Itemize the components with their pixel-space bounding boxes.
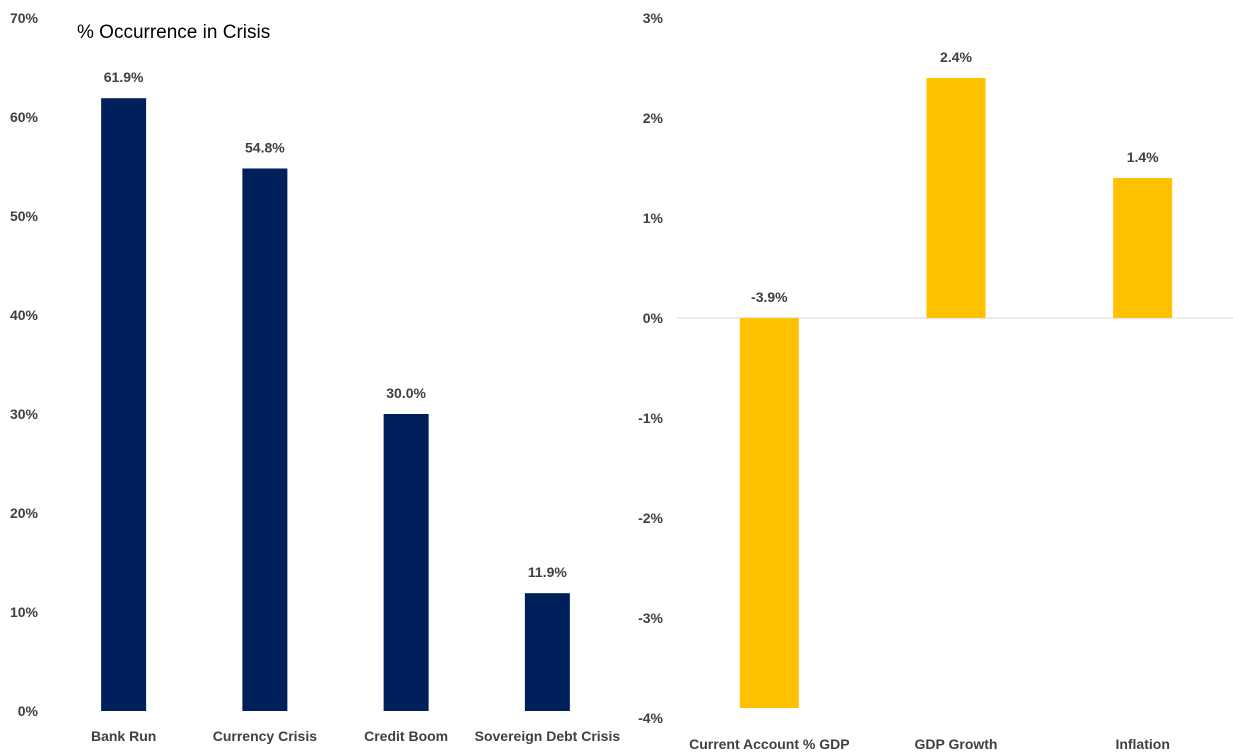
occurrence-data-label: 61.9% [104,69,144,85]
occurrence-ytick-label: 40% [10,307,39,323]
macro-indicators-chart: -4% -3% -2% -1% 0% 1% 2% 3% -3.9% Current Account… [638,10,1233,752]
occurrence-chart-title: % Occurrence in Crisis [77,22,270,43]
indicator-data-label: 1.4% [1127,149,1159,165]
occurrence-bar [242,168,288,712]
occurrence-bar [524,593,570,711]
indicator-bar [739,318,799,708]
occurrence-category-label: Credit Boom [364,728,448,744]
indicator-data-label: 2.4% [940,49,972,65]
occurrence-ytick-label: 10% [10,604,39,620]
indicator-data-label: -3.9% [751,289,788,305]
occurrence-category-label: Bank Run [91,728,156,744]
indicator-ytick-label: 3% [643,10,664,26]
indicator-category-label: GDP Growth [915,736,998,752]
occurrence-data-label: 54.8% [245,139,285,155]
indicator-ytick-label: -1% [638,410,663,426]
occurrence-ytick-label: 20% [10,505,39,521]
occurrence-data-label: 11.9% [528,564,567,580]
indicator-ytick-label: 0% [643,310,664,326]
occurrence-bar [383,414,429,711]
occurrence-data-label: 30.0% [386,385,426,401]
occurrence-chart: % Occurrence in Crisis 0% 10% 20% 30% 40% 50%… [10,10,620,744]
occurrence-ytick-label: 0% [18,703,39,719]
indicator-ytick-label: -3% [638,610,663,626]
occurrence-category-label: Sovereign Debt Crisis [475,728,621,744]
occurrence-ytick-label: 70% [10,10,39,26]
occurrence-ytick-label: 30% [10,406,39,422]
indicator-ytick-label: 2% [643,110,664,126]
indicator-bar [1113,178,1173,318]
indicator-bar [926,78,986,318]
occurrence-ytick-label: 50% [10,208,39,224]
occurrence-bar [101,98,147,711]
occurrence-category-label: Currency Crisis [213,728,317,744]
indicator-ytick-label: -4% [638,710,663,726]
indicator-category-label: Inflation [1115,736,1169,752]
occurrence-ytick-label: 60% [10,109,39,125]
indicator-category-label: Current Account % GDP [689,736,850,752]
indicator-ytick-label: 1% [643,210,664,226]
indicator-ytick-label: -2% [638,510,663,526]
